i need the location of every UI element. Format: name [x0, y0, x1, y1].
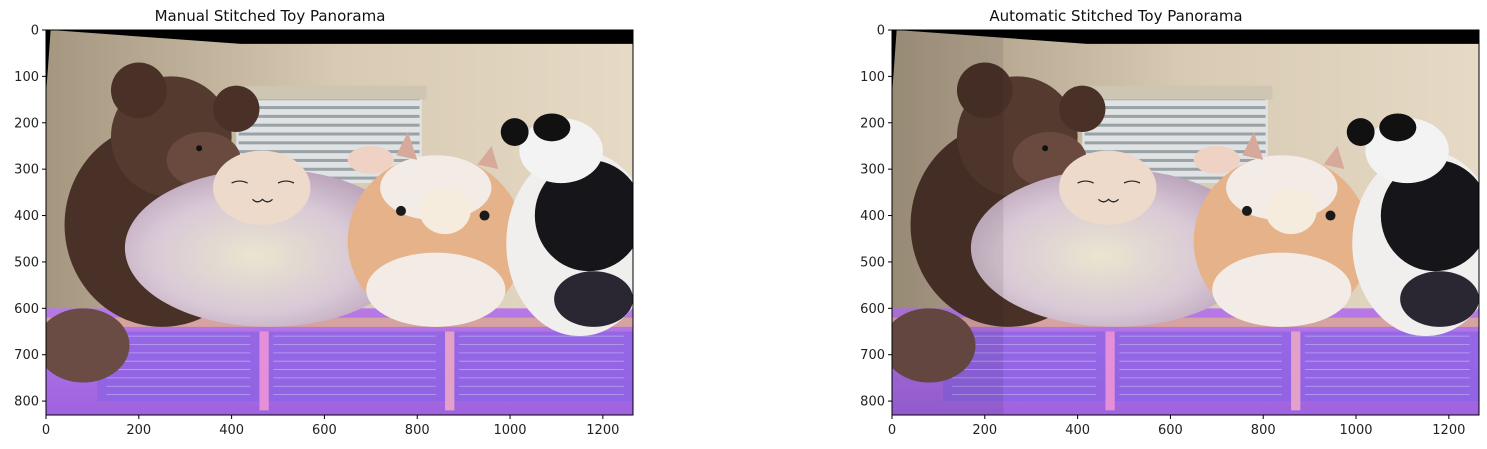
y-tick-label: 100: [14, 70, 39, 85]
y-tick-label: 400: [14, 209, 39, 224]
x-tick-label: 200: [972, 423, 997, 438]
axes-frame: [45, 29, 634, 416]
panda-plush: [1346, 113, 1479, 337]
panda-plush: [500, 113, 633, 337]
axes-manual: 0 200 400 600 800 1000 1200 0 100 200 300 400 500 600…: [14, 24, 634, 438]
axes-frame: [891, 29, 1480, 416]
x-tick-label: 400: [219, 423, 244, 438]
x-tick-label: 0: [42, 423, 50, 438]
x-tick-label: 0: [888, 423, 896, 438]
y-tick-label: 0: [877, 24, 885, 39]
y-tick-label: 300: [14, 163, 39, 178]
y-tick-label: 300: [860, 163, 885, 178]
panel-manual: Manual Stitched Toy Panorama 0 200 400 600 8…: [0, 0, 740, 449]
x-tick-label: 800: [1251, 423, 1276, 438]
x-tick-label: 1200: [586, 423, 619, 438]
x-tick-label: 600: [312, 423, 337, 438]
x-tick-label: 1000: [493, 423, 526, 438]
y-tick-label: 200: [14, 116, 39, 131]
y-tick-label: 600: [860, 302, 885, 317]
y-tick-label: 400: [860, 209, 885, 224]
y-tick-label: 700: [860, 348, 885, 363]
panel-title: Automatic Stitched Toy Panorama: [989, 7, 1243, 25]
photo-content: [46, 30, 633, 415]
x-tick-label: 1000: [1339, 423, 1372, 438]
y-tick-label: 700: [14, 348, 39, 363]
y-tick-label: 600: [14, 302, 39, 317]
y-tick-label: 800: [860, 395, 885, 410]
axes-automatic: 0 200 400 600 800 1000 1200 0 100 200 300 400 500 600…: [860, 24, 1480, 438]
orange-llama-plush: [347, 132, 524, 327]
panel-automatic: Automatic Stitched Toy Panorama 0 200 400 6…: [846, 0, 1487, 449]
y-tick-label: 100: [860, 70, 885, 85]
x-tick-label: 400: [1065, 423, 1090, 438]
x-tick-label: 600: [1158, 423, 1183, 438]
y-tick-label: 800: [14, 395, 39, 410]
photo-content: [892, 30, 1479, 415]
panel-title: Manual Stitched Toy Panorama: [154, 7, 386, 25]
x-tick-label: 200: [126, 423, 151, 438]
llama-plush: [124, 150, 413, 327]
llama-plush: [970, 150, 1259, 327]
y-tick-label: 0: [31, 24, 39, 39]
x-tick-label: 1200: [1432, 423, 1465, 438]
y-tick-label: 200: [860, 116, 885, 131]
y-tick-label: 500: [14, 255, 39, 270]
orange-llama-plush: [1193, 132, 1370, 327]
y-tick-label: 500: [860, 255, 885, 270]
x-tick-label: 800: [405, 423, 430, 438]
